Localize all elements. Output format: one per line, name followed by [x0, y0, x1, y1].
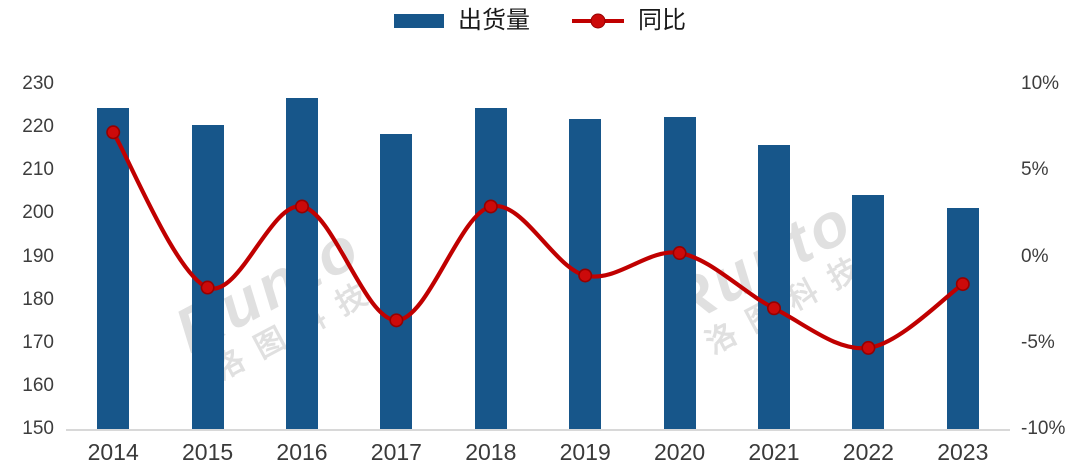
runto-watermark: Runto 洛图科技 [140, 203, 416, 412]
legend-line-dot-icon [590, 13, 606, 29]
x-axis-tick: 2023 [937, 439, 989, 465]
legend-line-label: 同比 [638, 7, 686, 34]
y-axis-right-tick: -10% [1021, 418, 1066, 439]
bar-2017 [380, 134, 413, 429]
bar-2014 [97, 108, 130, 429]
legend-bar-label: 出货量 [458, 7, 530, 34]
y-axis-right-tick: -5% [1021, 331, 1055, 353]
legend: 出货量 同比 [0, 6, 1080, 36]
x-axis-tick: 2016 [276, 439, 328, 465]
y-axis-left-tick: 160 [22, 374, 54, 396]
y-axis-left-tick: 170 [22, 331, 54, 353]
y-axis-left-tick: 180 [22, 288, 54, 310]
x-axis-line [66, 429, 1010, 431]
x-axis-tick: 2014 [87, 439, 139, 465]
watermark-brand-text: Runto [164, 211, 373, 367]
bar-2023 [946, 207, 979, 429]
y-axis-left-tick: 220 [22, 116, 54, 138]
x-axis-tick: 2022 [842, 439, 894, 465]
x-axis-tick: 2021 [748, 439, 800, 465]
y-axis-left-tick: 210 [22, 159, 54, 181]
x-axis-tick: 2015 [182, 439, 234, 465]
y-axis-right-tick: 10% [1021, 73, 1060, 94]
x-axis-tick: 2020 [654, 439, 706, 465]
x-axis-tick: 2018 [465, 439, 517, 465]
bar-2015 [191, 124, 224, 429]
bar-2016 [286, 98, 318, 429]
y-axis-left-tick: 150 [22, 418, 54, 439]
y-axis-left-tick: 200 [22, 202, 54, 224]
y-axis-left-tick: 230 [22, 73, 54, 94]
bar-2022 [852, 194, 885, 429]
y-axis-left-tick: 190 [22, 245, 54, 267]
bar-2019 [569, 118, 602, 429]
bar-2020 [663, 116, 696, 429]
bar-2018 [474, 108, 507, 429]
legend-bar-swatch [394, 14, 444, 28]
y-axis-right-tick: 0% [1021, 245, 1049, 267]
yoy-line-path [111, 130, 965, 351]
x-axis-tick: 2017 [370, 439, 422, 465]
bar-2021 [758, 144, 790, 429]
legend-line-swatch [572, 13, 624, 29]
y-axis-right-tick: 5% [1021, 159, 1049, 181]
x-axis-tick: 2019 [559, 439, 611, 465]
